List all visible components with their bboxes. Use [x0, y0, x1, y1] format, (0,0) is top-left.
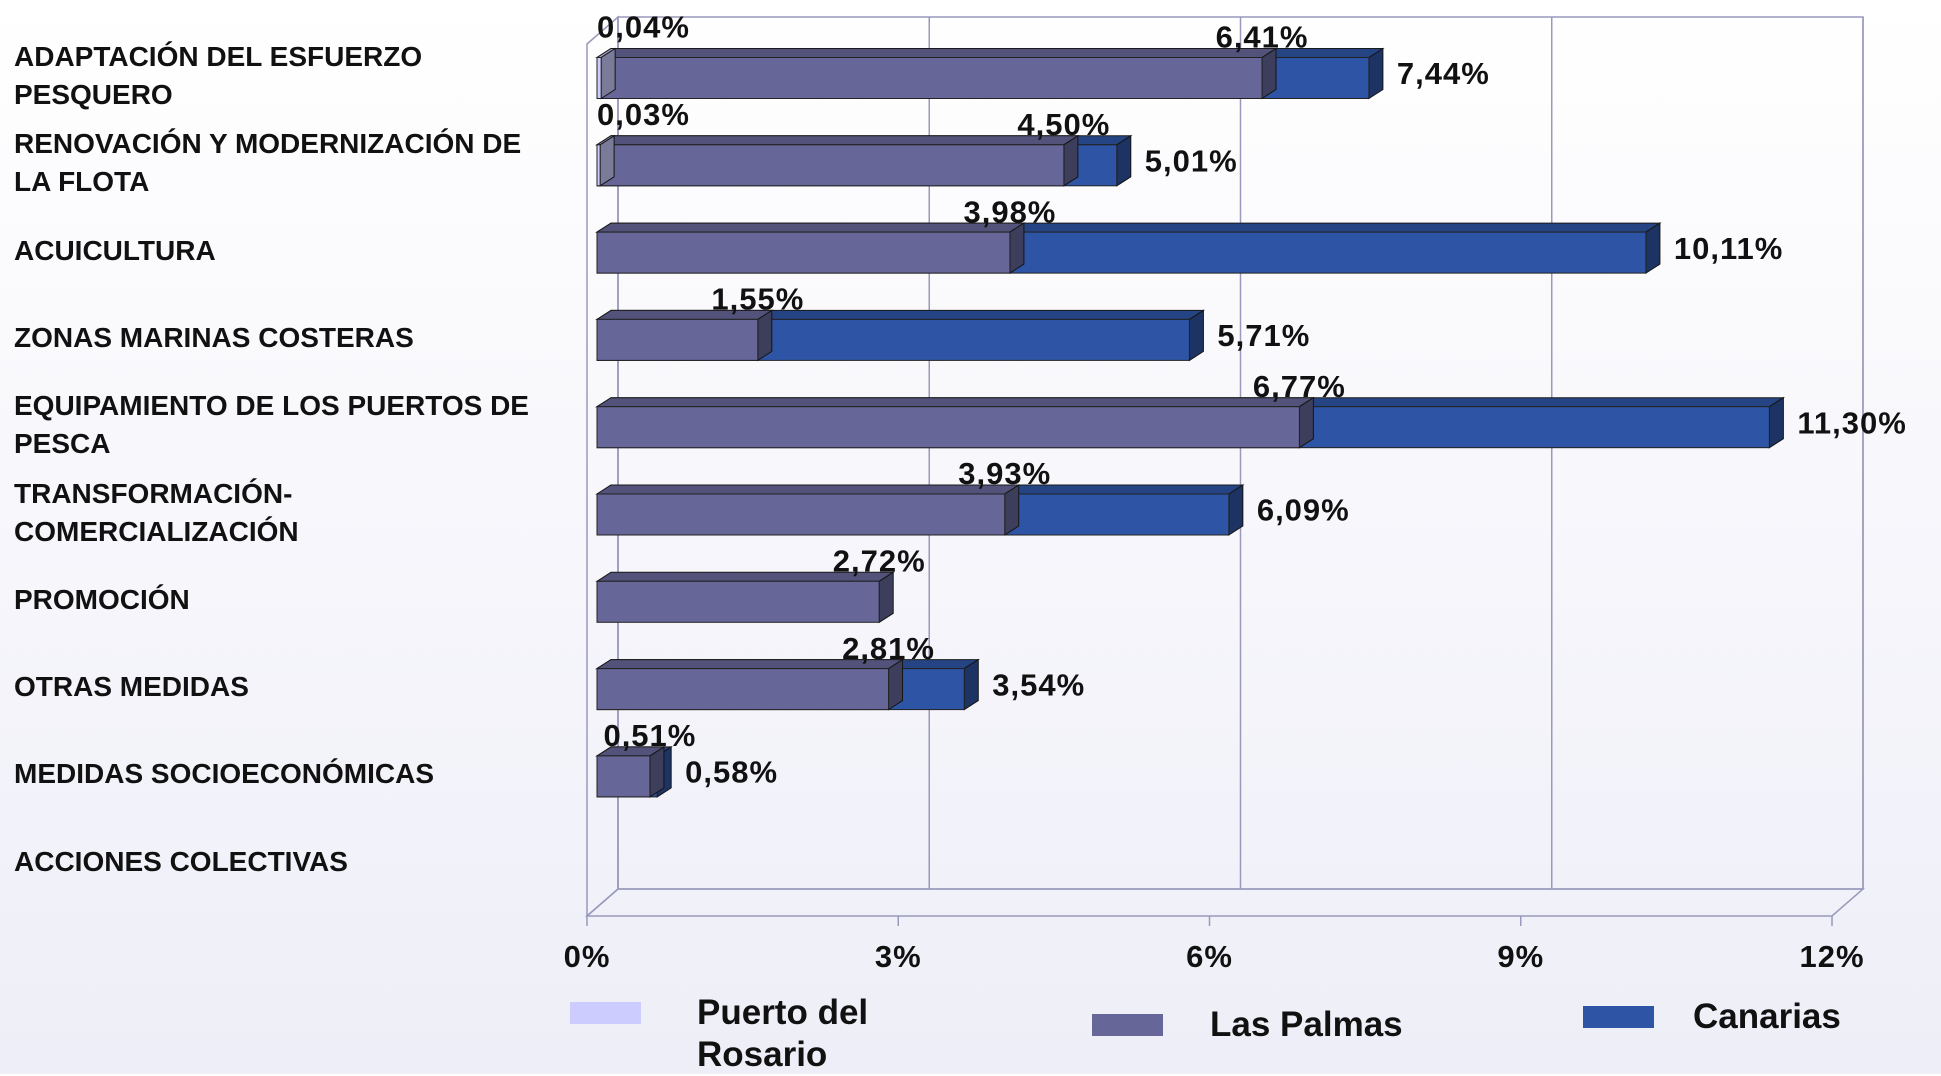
- bar-side: [1188, 309, 1204, 362]
- value-label: 6,77%: [1253, 369, 1346, 404]
- value-label: 0,03%: [597, 97, 690, 132]
- value-label: 2,72%: [833, 543, 926, 578]
- bar-top: [595, 48, 1278, 58]
- bar: [596, 580, 880, 623]
- value-label: 1,55%: [711, 282, 804, 317]
- value-label: 3,93%: [958, 456, 1051, 491]
- bar-side: [1063, 134, 1079, 187]
- bar-side: [1009, 222, 1025, 275]
- value-label: 3,54%: [992, 667, 1085, 702]
- value-label: 0,51%: [603, 718, 696, 753]
- category-label: EQUIPAMIENTO DE LOS PUERTOS DE PESCA: [14, 390, 529, 460]
- bar: [596, 406, 1300, 449]
- bar-top: [595, 484, 1021, 495]
- value-label: 4,50%: [1017, 107, 1110, 142]
- value-label: 7,44%: [1397, 56, 1490, 91]
- category-label: TRANSFORMACIÓN-COMERCIALIZACIÓN: [14, 477, 299, 547]
- category-label: PROMOCIÓN: [14, 583, 190, 615]
- x-tick-label: 3%: [875, 939, 922, 974]
- bar: [596, 144, 1065, 187]
- legend-label: Las Palmas: [1210, 1005, 1403, 1044]
- category-label: OTRAS MEDIDAS: [14, 671, 249, 703]
- value-label: 0,04%: [597, 10, 690, 45]
- bar: [596, 668, 890, 711]
- bar-top: [595, 222, 1026, 233]
- value-label: 3,98%: [963, 194, 1056, 229]
- bar-side: [757, 309, 773, 362]
- category-label: ACCIONES COLECTIVAS: [14, 845, 348, 877]
- legend-swatch: [1092, 1014, 1163, 1036]
- bar: [596, 57, 602, 99]
- bar-side: [599, 134, 615, 187]
- legend-swatch: [570, 1002, 641, 1024]
- bar: [596, 755, 651, 798]
- legend-swatch: [1583, 1006, 1654, 1028]
- bar: [596, 318, 759, 361]
- bar-top: [595, 135, 1080, 146]
- floor: [584, 888, 1866, 917]
- bar: [596, 231, 1011, 274]
- bar-side: [888, 658, 904, 711]
- legend-label: Canarias: [1693, 997, 1841, 1036]
- bar-side: [1368, 47, 1384, 100]
- category-label: ADAPTACIÓN DEL ESFUERZO PESQUERO: [14, 41, 423, 110]
- x-tick-label: 6%: [1186, 939, 1233, 974]
- value-label: 5,01%: [1145, 143, 1238, 178]
- value-label: 2,81%: [842, 631, 935, 666]
- value-label: 6,09%: [1257, 493, 1350, 528]
- bar-side: [1261, 47, 1277, 100]
- bar-side: [963, 658, 979, 711]
- value-label: 0,58%: [685, 755, 778, 790]
- x-tick-label: 9%: [1497, 939, 1544, 974]
- bar-side: [600, 47, 616, 100]
- bar-side: [1228, 484, 1244, 536]
- bar: [596, 493, 1006, 536]
- value-label: 11,30%: [1797, 405, 1906, 440]
- bar-side: [1298, 396, 1314, 449]
- bar: [596, 144, 601, 187]
- category-label: ZONAS MARINAS COSTERAS: [14, 321, 414, 353]
- legend-label: Puerto del Rosario: [697, 993, 869, 1074]
- category-label: ACUICULTURA: [14, 234, 216, 266]
- x-tick-label: 12%: [1799, 939, 1864, 974]
- category-label: RENOVACIÓN Y MODERNIZACIÓN DE LA FLOTA: [14, 128, 522, 198]
- bar-side: [1645, 222, 1661, 275]
- x-tick-label: 0%: [564, 939, 611, 974]
- bar-side: [1004, 484, 1020, 536]
- value-label: 6,41%: [1216, 20, 1309, 55]
- bar-side: [649, 745, 665, 798]
- bar: [596, 57, 1263, 99]
- category-label: MEDIDAS SOCIOECONÓMICAS: [14, 758, 435, 790]
- value-label: 5,71%: [1217, 318, 1310, 353]
- bar-side: [878, 571, 894, 624]
- bar-side: [1116, 134, 1132, 187]
- bar-top: [595, 397, 1316, 408]
- bar-side: [1768, 396, 1784, 449]
- value-label: 10,11%: [1674, 231, 1783, 266]
